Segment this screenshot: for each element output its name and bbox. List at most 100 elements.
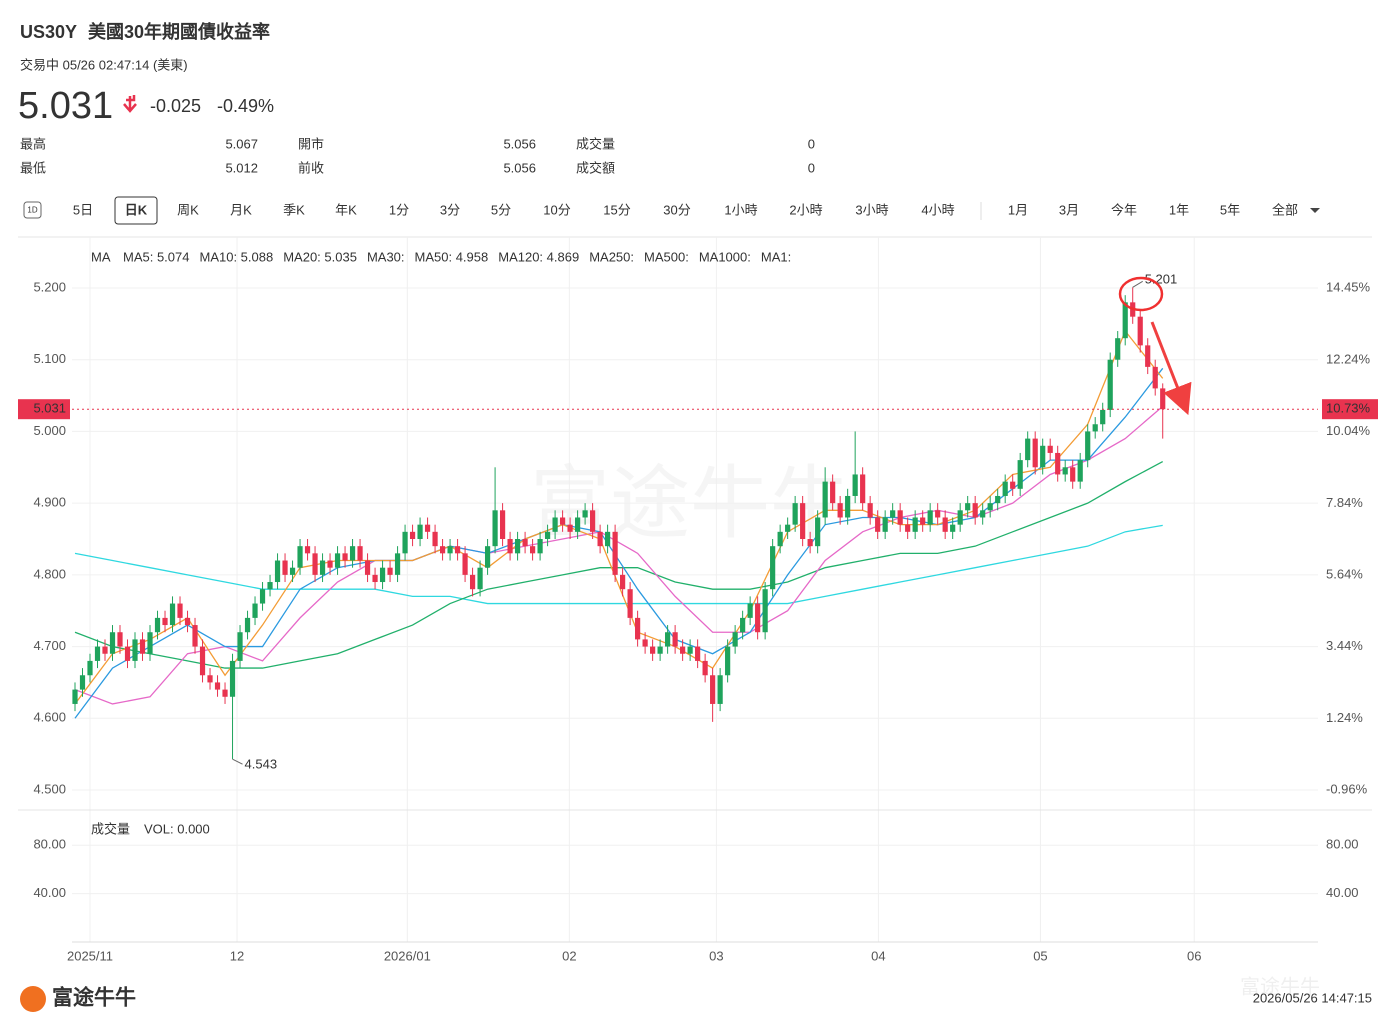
candle-body: [665, 632, 671, 647]
tab[interactable]: 日K: [125, 202, 148, 217]
candle-body: [852, 474, 858, 496]
legend-entry[interactable]: MA1000:: [699, 249, 751, 264]
candle-body: [927, 510, 933, 525]
candle-body: [1115, 338, 1121, 360]
stat-label: 成交量: [576, 136, 615, 151]
candle-body: [815, 517, 821, 547]
tab[interactable]: 10分: [543, 202, 570, 217]
candle-body: [357, 546, 363, 561]
annotation-leader: [232, 758, 243, 765]
tab[interactable]: 月K: [230, 202, 252, 217]
candle-body: [177, 603, 183, 618]
candle-body: [1070, 467, 1076, 482]
candle-body: [897, 510, 903, 525]
candle-body: [94, 646, 101, 661]
candle-body: [214, 682, 221, 690]
candle-body: [499, 510, 506, 539]
volume-title: 成交量: [91, 821, 130, 836]
tab[interactable]: 15分: [603, 202, 630, 217]
candle-body: [387, 567, 393, 575]
y2-tick-label: 5.64%: [1326, 566, 1363, 581]
legend-entry[interactable]: MA30:: [367, 249, 405, 264]
candle-body: [837, 503, 843, 518]
legend-title: MA: [91, 249, 111, 264]
candle-body: [544, 531, 551, 539]
legend-entry[interactable]: MA5: 5.074: [123, 249, 190, 264]
candle-body: [552, 517, 558, 532]
candle-body: [79, 675, 86, 690]
candle-body: [770, 546, 776, 590]
tab[interactable]: 季K: [283, 202, 305, 217]
candle-body: [312, 553, 318, 575]
candle-body: [875, 517, 881, 532]
candle-body: [995, 495, 1001, 504]
tab[interactable]: 5年: [1220, 202, 1240, 217]
candle-body: [867, 503, 873, 518]
candle-body: [109, 632, 116, 654]
candle-body: [890, 510, 896, 518]
candle-body: [822, 481, 828, 518]
y2-tick-label: -0.96%: [1326, 781, 1368, 796]
candle-body: [635, 617, 641, 640]
tab[interactable]: 1月: [1008, 202, 1028, 217]
candle-body: [972, 503, 978, 518]
tab[interactable]: 3分: [440, 202, 460, 217]
y2-tick-label: 7.84%: [1326, 495, 1363, 510]
stat-value: 0: [808, 160, 815, 175]
candle-body: [1085, 431, 1091, 461]
candle-body: [559, 517, 566, 525]
tab[interactable]: 1小時: [724, 202, 757, 217]
candle-body: [1025, 438, 1031, 461]
change-pct: -0.49%: [217, 96, 274, 116]
logo: 富途牛牛: [52, 986, 136, 1010]
candle-body: [259, 589, 266, 604]
candle-body: [965, 503, 971, 511]
tab[interactable]: 30分: [663, 202, 690, 217]
candle-body: [942, 517, 948, 532]
legend-entry[interactable]: MA10: 5.088: [200, 249, 274, 264]
candle-body: [282, 560, 288, 575]
ma-line: [74, 329, 1164, 705]
candle-body: [1107, 359, 1113, 410]
tab[interactable]: 2小時: [789, 202, 822, 217]
tab[interactable]: 全部: [1272, 202, 1298, 217]
legend-entry[interactable]: MA500:: [644, 249, 689, 264]
stat-label: 成交額: [576, 160, 615, 175]
tab[interactable]: 1分: [389, 202, 409, 217]
legend-entry[interactable]: MA1:: [761, 249, 791, 264]
candle-body: [725, 646, 731, 676]
legend-entry[interactable]: MA20: 5.035: [283, 249, 357, 264]
candle-body: [777, 531, 783, 547]
candle-body: [87, 660, 93, 676]
icon-box: [23, 201, 42, 219]
tab[interactable]: 周K: [177, 202, 199, 217]
tab[interactable]: 5日: [73, 202, 93, 217]
candle-body: [687, 646, 693, 654]
candle-body: [1077, 460, 1083, 482]
candle-body: [304, 546, 311, 554]
candle-body: [732, 632, 738, 647]
candle-body: [762, 589, 768, 633]
down-arrow: [123, 95, 137, 113]
legend-entry[interactable]: MA250:: [589, 249, 634, 264]
candle-body: [192, 625, 198, 647]
tab[interactable]: 4小時: [921, 202, 954, 217]
candle-body: [402, 531, 408, 554]
x-tick-label: 02: [562, 948, 576, 963]
candle-body: [980, 510, 986, 518]
candle-body: [132, 639, 138, 661]
legend-entry[interactable]: MA50: 4.958: [415, 249, 489, 264]
candle-body: [334, 553, 341, 568]
volume-tick-label: 40.00: [33, 885, 66, 900]
tab[interactable]: 年K: [335, 202, 357, 217]
candle-body: [710, 675, 716, 704]
tab[interactable]: 3小時: [855, 202, 888, 217]
candle-body: [409, 531, 416, 539]
ma-line: [74, 460, 1164, 669]
tab[interactable]: 5分: [491, 202, 511, 217]
tab[interactable]: 3月: [1059, 202, 1079, 217]
stat-value: 0: [808, 136, 815, 151]
tab[interactable]: 今年: [1111, 202, 1137, 217]
tab[interactable]: 1年: [1169, 202, 1189, 217]
legend-entry[interactable]: MA120: 4.869: [498, 249, 579, 264]
